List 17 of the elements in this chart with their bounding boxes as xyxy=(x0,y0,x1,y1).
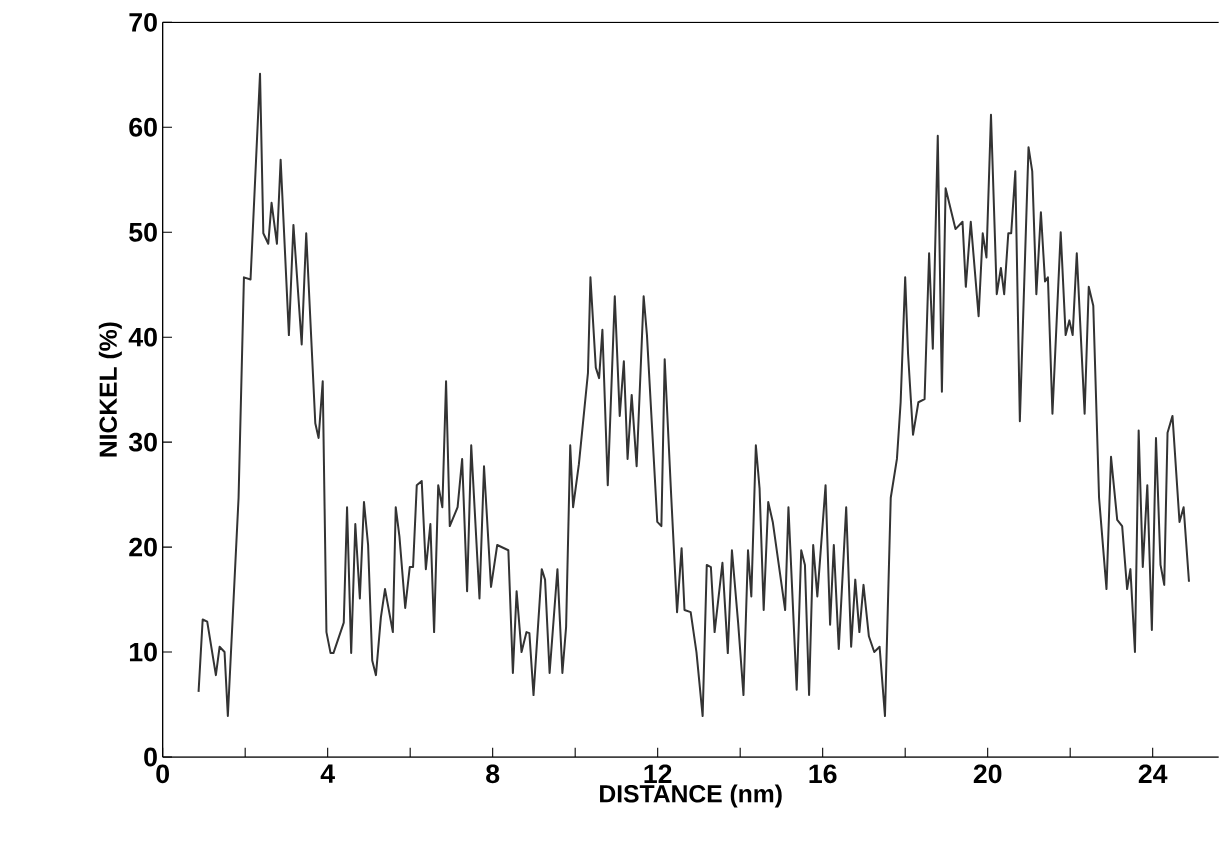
x-tick-label: 24 xyxy=(1138,764,1168,783)
y-tick-label: 60 xyxy=(129,117,157,137)
y-tick-label: 70 xyxy=(129,12,157,32)
y-axis-title: NICKEL (%) xyxy=(98,322,122,457)
y-tick-label: 50 xyxy=(129,222,157,242)
x-tick-label: 16 xyxy=(809,764,837,784)
y-tick-label: 10 xyxy=(129,642,157,662)
x-tick-label: 4 xyxy=(320,764,335,783)
x-axis-title: DISTANCE (nm) xyxy=(600,784,782,808)
x-tick-label: 12 xyxy=(644,764,672,783)
x-tick-label: 8 xyxy=(486,764,500,784)
y-tick-label: 20 xyxy=(129,537,157,557)
y-tick-label: 0 xyxy=(144,747,157,767)
line-series xyxy=(197,72,1190,718)
y-tick-label: 30 xyxy=(128,432,157,452)
x-tick-label: 20 xyxy=(973,764,1002,784)
y-tick-label: 40 xyxy=(128,327,157,347)
